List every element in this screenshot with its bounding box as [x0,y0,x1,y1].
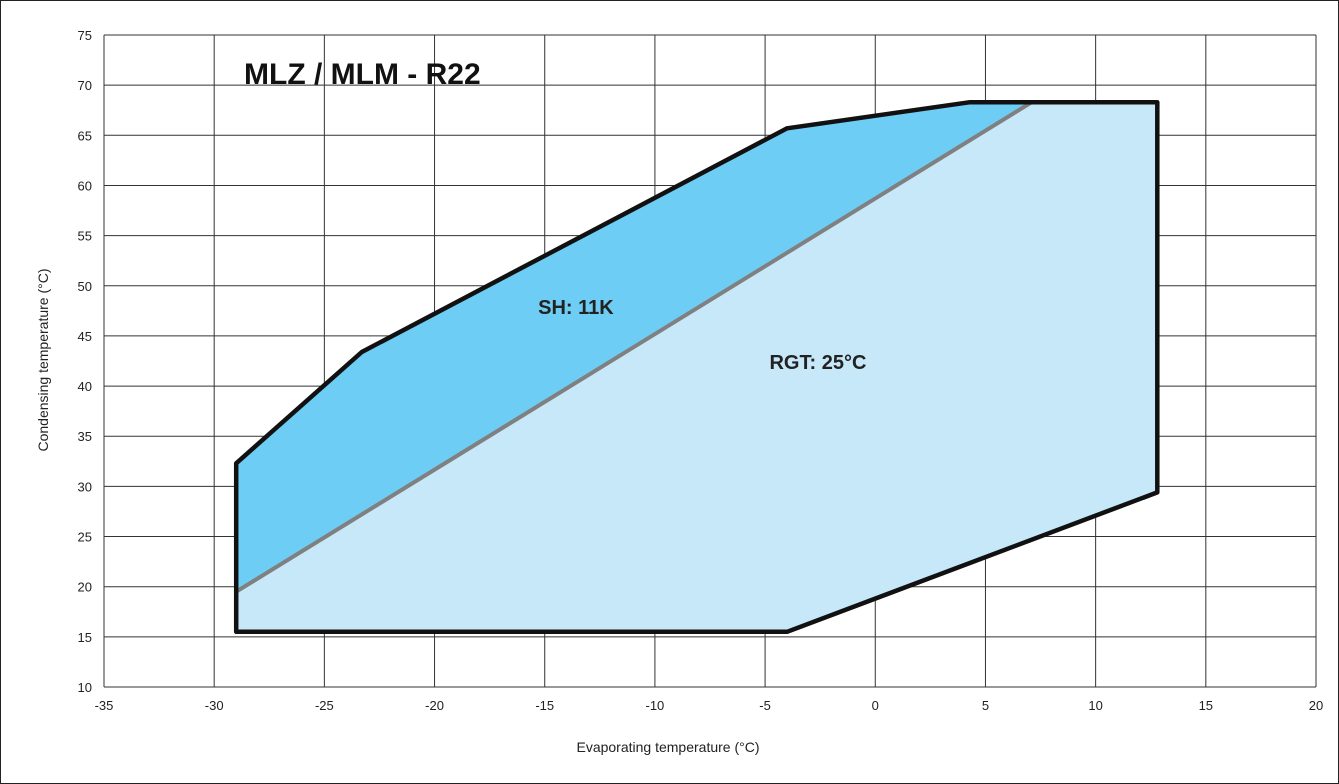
annotation-label: RGT: 25°C [769,352,866,374]
x-tick-label: 10 [1088,698,1102,713]
x-tick-label: 5 [982,698,989,713]
y-tick-label: 75 [78,28,92,43]
x-tick-label: 0 [872,698,879,713]
y-tick-label: 55 [78,229,92,244]
y-tick-label: 40 [78,379,92,394]
x-tick-label: -10 [646,698,665,713]
annotations: SH: 11K RGT: 25°C [538,297,866,374]
chart-title: MLZ / MLM - R22 [244,58,481,91]
x-tick-label: 15 [1199,698,1213,713]
y-tick-label: 10 [78,680,92,695]
annotation-label: SH: 11K [538,297,614,319]
sh-rgt-divider-line [235,100,1033,594]
envelope-outline-group [233,99,1160,635]
region-rgt-25-c [236,102,1158,632]
y-tick-label: 65 [78,128,92,143]
areas [236,102,1158,632]
y-tick-label: 30 [78,479,92,494]
x-axis-label: Evaporating temperature (°C) [576,739,759,755]
x-tick-labels: -35 -30 -25 -20 -15 -10 -5 0 5 10 15 20 [95,698,1324,713]
x-tick-label: -35 [95,698,114,713]
y-tick-label: 45 [78,329,92,344]
x-tick-label: -20 [425,698,444,713]
y-tick-label: 20 [78,580,92,595]
y-tick-labels: 10 15 20 25 30 35 40 45 50 55 60 65 70 75 [78,28,92,695]
y-tick-label: 60 [78,178,92,193]
y-tick-label: 25 [78,530,92,545]
y-tick-label: 70 [78,78,92,93]
y-tick-label: 35 [78,429,92,444]
x-tick-label: -25 [315,698,334,713]
y-tick-label: 50 [78,279,92,294]
x-tick-label: -30 [205,698,224,713]
x-tick-label: -5 [759,698,771,713]
y-axis-label: Condensing temperature (°C) [35,268,51,451]
x-tick-label: -15 [535,698,554,713]
envelope-outline [233,99,1160,635]
x-tick-label: 20 [1309,698,1323,713]
y-tick-label: 15 [78,630,92,645]
